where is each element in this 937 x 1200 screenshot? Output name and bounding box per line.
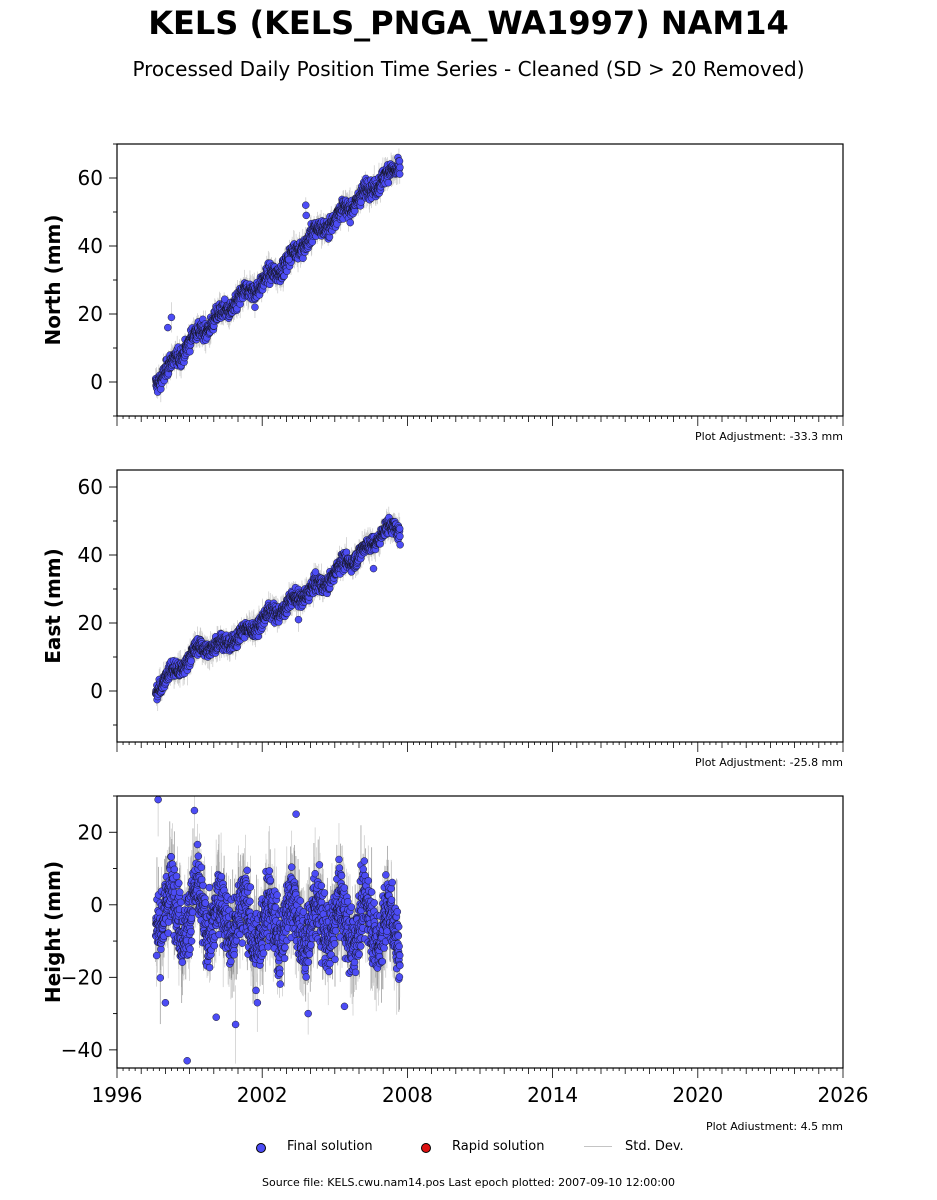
plot-area (151, 796, 404, 1065)
y-tick-label: 40 (78, 234, 103, 258)
y-tick-label: 20 (78, 611, 103, 635)
plot-area (151, 506, 404, 712)
data-point (167, 313, 176, 322)
y-ticks: 0 20 40 60 (78, 475, 117, 726)
panel-east: 0 20 40 60 East (mm) Plot Adjustment: -25.8 m… (41, 469, 844, 769)
data-point (396, 541, 404, 549)
data-point (369, 564, 378, 573)
x-ticks (116, 416, 844, 426)
data-point (294, 615, 303, 624)
data-point (167, 853, 176, 861)
data-point (221, 295, 229, 303)
data-point (285, 255, 293, 264)
time-series-charts: 0 20 40 60 North (mm) Plot Adjustment: -33.3 … (41, 143, 868, 1130)
data-point (311, 568, 320, 576)
plot-frame (116, 469, 844, 743)
y-ticks: 0 20 40 60 (78, 143, 117, 417)
plot-adjustment-note: Plot Adjustment: -33.3 mm (695, 430, 843, 443)
data-point (251, 303, 259, 311)
chart-subtitle: Processed Daily Position Time Series - C… (132, 57, 805, 81)
y-tick-label: 20 (78, 302, 103, 326)
y-tick-label: 60 (78, 166, 103, 190)
final-solution-points (151, 796, 404, 1065)
data-point (152, 951, 161, 960)
y-tick-label: 0 (90, 370, 103, 394)
chart-title: KELS (KELS_PNGA_WA1997) NAM14 (148, 4, 789, 42)
y-axis-label: East (mm) (41, 548, 65, 664)
data-point (395, 525, 404, 533)
data-point (395, 157, 404, 165)
data-point (186, 347, 194, 356)
data-point (302, 211, 310, 220)
data-point (187, 657, 195, 665)
data-point (396, 163, 404, 172)
data-point (384, 179, 393, 187)
panel-north: 0 20 40 60 North (mm) Plot Adjustment: -33.3 … (41, 143, 844, 443)
y-tick-label: 40 (78, 543, 103, 567)
data-point (156, 974, 165, 982)
data-point (164, 323, 172, 332)
plot-area (151, 148, 404, 403)
x-ticks (116, 742, 844, 752)
y-tick-label: 60 (78, 475, 103, 499)
panel-height: 1996 2002 2008 2014 2020 2026−40−20020Height … (41, 795, 868, 1130)
plot-frame (116, 143, 844, 417)
y-tick-label: 0 (90, 679, 103, 703)
final-solution-points (151, 513, 404, 704)
data-point (346, 218, 354, 227)
data-point (172, 872, 181, 880)
data-point (157, 945, 165, 954)
y-axis-label: North (mm) (41, 214, 65, 345)
plot-adjustment-note: Plot Adjustment: -25.8 mm (695, 756, 843, 769)
data-point (170, 865, 179, 874)
data-point (395, 170, 404, 178)
data-point (302, 201, 310, 209)
data-point (396, 532, 404, 540)
final-solution-points (151, 153, 404, 396)
